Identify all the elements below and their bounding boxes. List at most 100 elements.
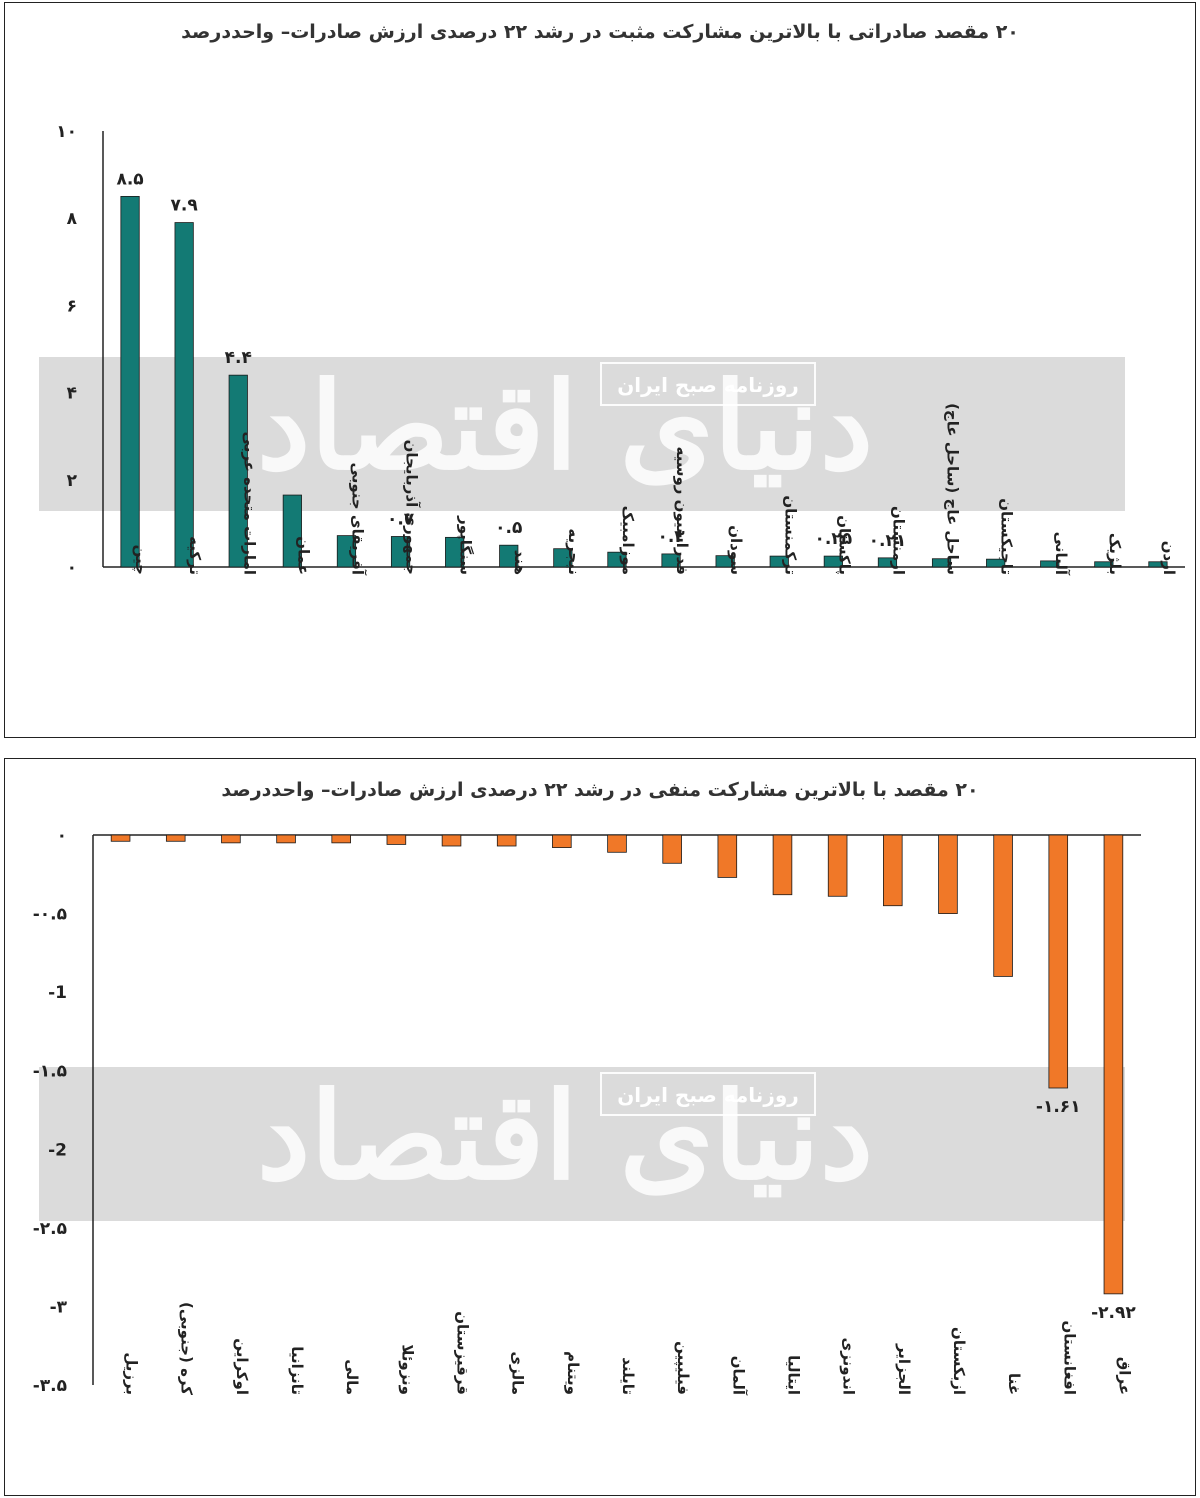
bar: [662, 834, 682, 864]
bar: [772, 834, 793, 896]
bar: [715, 555, 735, 568]
bar: [445, 536, 465, 568]
category-label: تاجیکستان: [998, 498, 1016, 575]
bar: [607, 551, 627, 568]
category-label: ویتنام: [564, 1351, 582, 1395]
category-label: قرقیزستان: [454, 1311, 472, 1395]
category-label: تایلند: [619, 1357, 637, 1395]
data-label: ۰.۵: [495, 518, 522, 538]
bar: [993, 834, 1013, 977]
category-label: ازبکستان: [950, 1327, 968, 1395]
watermark-brand: دنیای اقتصاد: [257, 356, 873, 497]
bar: [276, 834, 296, 844]
bar: [1094, 561, 1114, 568]
y-tick-label: ۶: [67, 296, 77, 316]
watermark-tagline: روزنامه صبح ایران: [617, 373, 799, 397]
data-label: ۸.۵: [116, 169, 143, 189]
y-tick-label: -۰.۵: [33, 905, 67, 925]
category-label: کره (جنوبی): [178, 1302, 196, 1395]
y-tick-label: ۱۰: [56, 122, 77, 142]
category-label: عمان: [294, 536, 312, 575]
bar: [931, 558, 952, 568]
category-label: غنا: [1005, 1373, 1023, 1395]
bar: [390, 536, 411, 568]
category-label: موزامبیک: [619, 506, 637, 575]
bar: [165, 834, 186, 842]
category-label: فدراسیون روسیه: [673, 447, 691, 576]
category-label: آلبانی: [1052, 532, 1070, 576]
y-tick-label: -۳.۵: [33, 1376, 67, 1396]
category-label: سنگاپور: [456, 515, 475, 575]
category-label: نیجریه: [565, 528, 583, 575]
y-tick-label: -۳: [50, 1297, 68, 1317]
category-label: ترکیه: [186, 536, 204, 575]
category-label: سودان: [727, 525, 745, 575]
top-chart-title: ۲۰ مقصد صادراتی با بالاترین مشارکت مثبت …: [181, 21, 1019, 43]
bar: [228, 374, 248, 568]
category-label: برزیل: [123, 1352, 141, 1395]
category-label: امارات متحده عربی: [240, 432, 258, 575]
bar: [661, 553, 681, 568]
category-label: ساحل عاج (ساحل عاج): [944, 403, 962, 575]
data-label: ۰.۲۵: [815, 529, 853, 549]
bar: [336, 535, 357, 568]
bar: [1148, 561, 1168, 568]
bottom-chart-panel: ۲۰ مقصد با بالاترین مشارکت منفی در رشد ۲…: [4, 758, 1196, 1496]
bar: [883, 834, 903, 907]
data-label: ۰.۳: [657, 527, 685, 547]
bar: [823, 555, 843, 568]
y-tick-label: ۰: [67, 558, 77, 578]
bar: [986, 558, 1006, 568]
category-label: تانزانیا: [288, 1346, 306, 1395]
bar: [938, 834, 958, 914]
bar: [174, 222, 194, 568]
category-label: بلژیک: [1106, 533, 1124, 575]
watermark-band: [39, 357, 1125, 511]
bar: [1048, 834, 1069, 1089]
category-label: الجزایر: [895, 1343, 913, 1395]
category-label: آفریقای جنوبی: [348, 463, 366, 576]
bar: [441, 834, 462, 847]
category-label: اردن: [1160, 541, 1178, 575]
data-label: ۰.۷: [387, 509, 415, 529]
bar: [552, 834, 572, 848]
category-label: هند: [511, 550, 529, 575]
data-label: ۷.۹: [171, 196, 199, 216]
bar: [386, 834, 407, 845]
data-label: ۴.۴: [225, 348, 252, 368]
category-label: افغانستان: [1060, 1320, 1078, 1395]
category-label: فیلیپین: [673, 1341, 692, 1395]
category-label: مالی: [343, 1359, 361, 1395]
y-tick-label: -1: [48, 983, 67, 1003]
top-chart-panel: ۲۰ مقصد صادراتی با بالاترین مشارکت مثبت …: [4, 2, 1196, 738]
bar: [496, 834, 517, 847]
category-label: عراق: [1115, 1357, 1133, 1395]
bar: [499, 544, 519, 568]
y-tick-label: ۲: [67, 471, 78, 491]
bar: [221, 834, 241, 844]
bar: [1040, 560, 1060, 568]
category-label: اندونزی: [840, 1338, 858, 1395]
watermark-brand: دنیای اقتصاد: [257, 1066, 873, 1207]
category-label: اوکراین: [233, 1338, 251, 1395]
y-tick-label: ۴: [67, 384, 77, 404]
category-label: ونزوئلا: [398, 1344, 416, 1395]
y-tick-label: ۰: [57, 826, 67, 846]
category-label: چین: [131, 545, 150, 575]
bar: [717, 834, 738, 878]
watermark-tagline-box: [600, 362, 816, 406]
bar: [331, 834, 351, 844]
bar: [769, 555, 789, 568]
category-label: ارمنستان: [889, 506, 907, 575]
bar: [1103, 834, 1124, 1295]
y-tick-label: -۲.۵: [33, 1219, 67, 1239]
bar: [553, 548, 573, 568]
data-label: -۲.۹۲: [1091, 1303, 1136, 1323]
data-label: -۱.۶۱: [1036, 1097, 1081, 1117]
bar: [607, 834, 627, 853]
category-label: جمهوری آذربایجان: [403, 440, 421, 575]
category-label: مالزی: [509, 1351, 527, 1395]
y-tick-label: -۱.۵: [33, 1062, 67, 1082]
